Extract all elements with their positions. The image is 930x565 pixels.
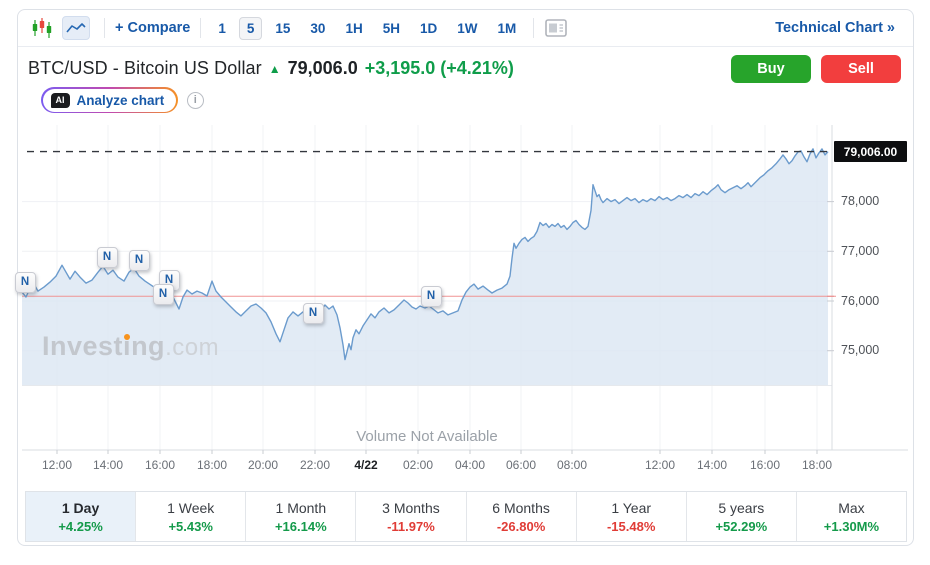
ai-badge-icon: AI (50, 92, 70, 108)
chart-toolbar: + Compare 1 5 15 30 1H 5H 1D 1W 1M (18, 10, 913, 47)
timeframe-1d[interactable]: 1D (419, 20, 438, 36)
area-chart-icon[interactable] (62, 16, 90, 40)
timeframe-1[interactable]: 1 (218, 20, 226, 36)
range-tab-max[interactable]: Max +1.30M% (797, 492, 906, 541)
range-tab-1-day[interactable]: 1 Day +4.25% (26, 492, 137, 541)
range-label: 1 Week (167, 499, 215, 516)
candlestick-chart-icon[interactable] (30, 17, 54, 39)
news-marker[interactable]: N (302, 302, 324, 324)
period-performance-bar: 1 Day +4.25% 1 Week +5.43% 1 Month +16.1… (25, 491, 907, 542)
range-change: +52.29% (715, 518, 768, 534)
timeframe-1h[interactable]: 1H (345, 20, 363, 36)
technical-chart-link[interactable]: Technical Chart » (775, 20, 895, 36)
range-tab-1-week[interactable]: 1 Week +5.43% (136, 492, 247, 541)
ai-analyze-button[interactable]: AI Analyze chart (41, 87, 178, 113)
toolbar-divider (533, 18, 535, 38)
news-panel-icon[interactable] (544, 18, 568, 38)
page-title: BTC/USD - Bitcoin US Dollar (28, 58, 262, 78)
title-row: BTC/USD - Bitcoin US Dollar ▲ 79,006.0 +… (28, 58, 899, 79)
range-tab-5-years[interactable]: 5 years +52.29% (687, 492, 797, 541)
news-marker[interactable]: N (152, 283, 174, 305)
range-change: +16.14% (274, 518, 327, 534)
instrument-header: BTC/USD - Bitcoin US Dollar ▲ 79,006.0 +… (18, 47, 913, 113)
news-marker[interactable]: N (128, 249, 150, 271)
buy-button[interactable]: Buy (731, 55, 811, 83)
range-tab-1-month[interactable]: 1 Month +16.14% (246, 492, 357, 541)
range-change: +1.30M% (823, 518, 880, 534)
toolbar-divider (200, 18, 202, 38)
range-change: -15.48% (606, 518, 656, 534)
timeframe-group: 1 5 15 30 1H 5H 1D 1W 1M (211, 16, 523, 40)
timeframe-30[interactable]: 30 (310, 20, 326, 36)
range-tab-3-months[interactable]: 3 Months -11.97% (356, 492, 467, 541)
news-marker[interactable]: N (420, 285, 442, 307)
range-change: +4.25% (58, 518, 103, 534)
info-icon[interactable]: i (186, 91, 204, 109)
timeframe-1m[interactable]: 1M (497, 20, 517, 36)
timeframe-15[interactable]: 15 (275, 20, 291, 36)
range-label: 5 years (718, 499, 765, 516)
timeframe-5h[interactable]: 5H (382, 20, 400, 36)
news-marker[interactable]: N (96, 246, 118, 268)
timeframe-5[interactable]: 5 (238, 16, 263, 40)
range-tab-1-year[interactable]: 1 Year -15.48% (577, 492, 687, 541)
range-label: 1 Month (275, 499, 327, 516)
range-label: 6 Months (492, 499, 550, 516)
chart-panel: + Compare 1 5 15 30 1H 5H 1D 1W 1M (17, 9, 914, 546)
range-change: -11.97% (387, 518, 435, 534)
toolbar-divider (104, 18, 105, 38)
news-marker[interactable]: N (14, 271, 36, 293)
sell-button[interactable]: Sell (821, 55, 901, 83)
analyze-row: AI Analyze chart i (41, 87, 899, 113)
timeframe-1w[interactable]: 1W (457, 20, 478, 36)
range-label: Max (838, 499, 865, 516)
range-label: 1 Day (61, 499, 100, 516)
last-price: 79,006.0 (287, 58, 358, 78)
compare-button[interactable]: + Compare (115, 20, 191, 36)
trade-buttons: Buy Sell (731, 55, 901, 83)
analyze-label: Analyze chart (76, 92, 165, 108)
up-arrow-icon: ▲ (268, 62, 281, 76)
price-change: +3,195.0 (+4.21%) (364, 58, 514, 78)
range-tab-6-months[interactable]: 6 Months -26.80% (467, 492, 577, 541)
range-label: 1 Year (611, 499, 652, 516)
range-change: +5.43% (168, 518, 213, 534)
range-label: 3 Months (382, 499, 440, 516)
range-change: -26.80% (496, 518, 546, 534)
